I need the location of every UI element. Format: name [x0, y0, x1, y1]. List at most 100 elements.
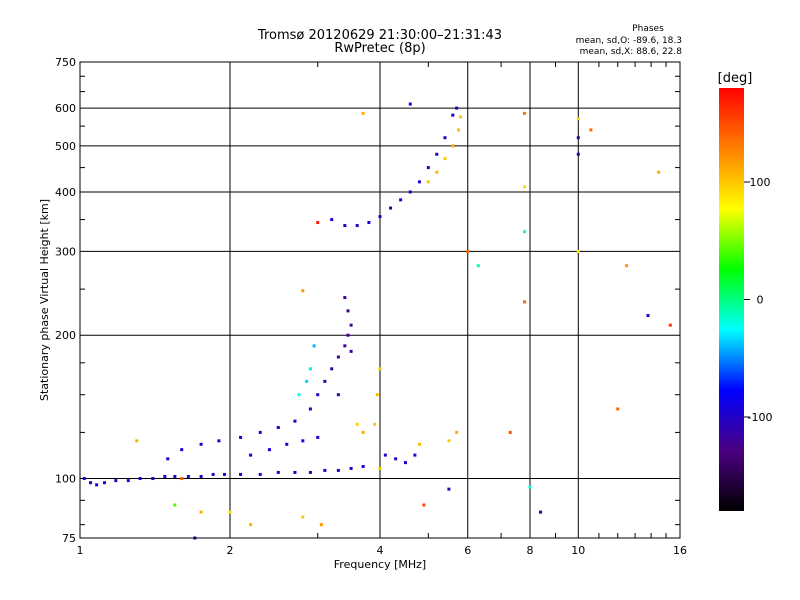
data-point: [330, 367, 334, 371]
data-point: [343, 296, 347, 300]
data-point: [408, 102, 412, 106]
data-point: [239, 435, 243, 439]
plot-frame: [79, 61, 681, 539]
data-point: [82, 477, 86, 481]
colorbar-ticks: 100 0 -100: [744, 176, 772, 424]
data-point: [249, 453, 253, 457]
y-tick-label: 400: [55, 186, 76, 199]
data-point: [668, 323, 672, 327]
phase-stats-o: mean, sd,O: -89.6, 18.3: [576, 36, 682, 46]
data-point: [267, 448, 271, 452]
data-point: [343, 224, 347, 228]
data-point: [417, 180, 421, 184]
data-point: [455, 430, 459, 434]
x-tick-label: 8: [527, 544, 534, 557]
data-point: [316, 435, 320, 439]
data-point: [523, 185, 527, 189]
data-point: [349, 466, 353, 470]
data-point: [576, 136, 580, 140]
data-point: [417, 442, 421, 446]
data-point: [389, 206, 393, 210]
data-point: [163, 474, 167, 478]
data-point: [576, 117, 580, 121]
data-point: [199, 510, 203, 514]
data-point: [394, 457, 398, 461]
data-point: [217, 439, 221, 443]
data-point: [336, 355, 340, 359]
phase-stats-title: Phases: [632, 24, 664, 34]
data-point: [323, 468, 327, 472]
data-point: [114, 479, 118, 483]
data-points: [82, 102, 672, 540]
data-point: [346, 309, 350, 313]
data-point: [199, 442, 203, 446]
data-point: [426, 180, 430, 184]
x-tick-label: 6: [464, 544, 471, 557]
data-point: [455, 106, 459, 110]
data-point: [211, 472, 215, 476]
data-point: [312, 344, 316, 348]
data-point: [435, 152, 439, 156]
data-point: [135, 439, 139, 443]
data-point: [180, 448, 184, 452]
data-point: [249, 523, 253, 527]
data-point: [355, 422, 359, 426]
data-point: [443, 136, 447, 140]
y-tick-label: 750: [55, 56, 76, 69]
data-point: [476, 264, 480, 268]
data-point: [301, 515, 305, 519]
data-point: [443, 157, 447, 161]
data-point: [166, 457, 170, 461]
data-point: [616, 407, 620, 411]
colorbar: [719, 88, 744, 511]
data-point: [539, 510, 543, 514]
y-tick-label: 200: [55, 329, 76, 342]
data-point: [373, 422, 377, 426]
data-point: [458, 115, 462, 119]
data-point: [361, 111, 365, 115]
data-point: [138, 477, 142, 481]
data-point: [297, 393, 301, 397]
data-point: [435, 170, 439, 174]
data-point: [451, 144, 455, 148]
data-point: [95, 483, 99, 487]
data-point: [576, 152, 580, 156]
data-point: [308, 407, 312, 411]
y-axis-label: Stationary phase Virtual Height [km]: [38, 199, 51, 401]
data-point: [258, 430, 262, 434]
colorbar-tick-label: 0: [757, 294, 764, 307]
data-point: [625, 264, 629, 268]
chart-title: Tromsø 20120629 21:30:00–21:31:43: [257, 28, 502, 43]
data-point: [330, 218, 334, 222]
x-tick-label: 10: [571, 544, 585, 557]
data-point: [408, 190, 412, 194]
data-point: [301, 439, 305, 443]
data-point: [422, 503, 426, 507]
data-point: [646, 314, 650, 318]
x-tick-label: 2: [227, 544, 234, 557]
data-point: [523, 111, 527, 115]
data-point: [319, 523, 323, 527]
data-point: [361, 430, 365, 434]
data-point: [285, 442, 289, 446]
data-point: [349, 349, 353, 353]
data-point: [301, 289, 305, 293]
data-point: [336, 393, 340, 397]
data-point: [426, 166, 430, 170]
data-point: [323, 379, 327, 383]
y-tick-label: 300: [55, 245, 76, 258]
y-tick-label: 600: [55, 102, 76, 115]
chart-subtitle: RwPretec (8p): [334, 41, 425, 56]
phase-stats-x: mean, sd,X: 88.6, 22.8: [580, 47, 683, 57]
data-point: [657, 170, 661, 174]
y-tick-label: 100: [55, 473, 76, 486]
data-point: [173, 503, 177, 507]
data-point: [523, 230, 527, 234]
x-tick-label: 1: [77, 544, 84, 557]
data-point: [151, 477, 155, 481]
data-point: [361, 464, 365, 468]
data-point: [89, 481, 93, 485]
data-point: [343, 344, 347, 348]
colorbar-tick-label: 100: [750, 176, 771, 189]
